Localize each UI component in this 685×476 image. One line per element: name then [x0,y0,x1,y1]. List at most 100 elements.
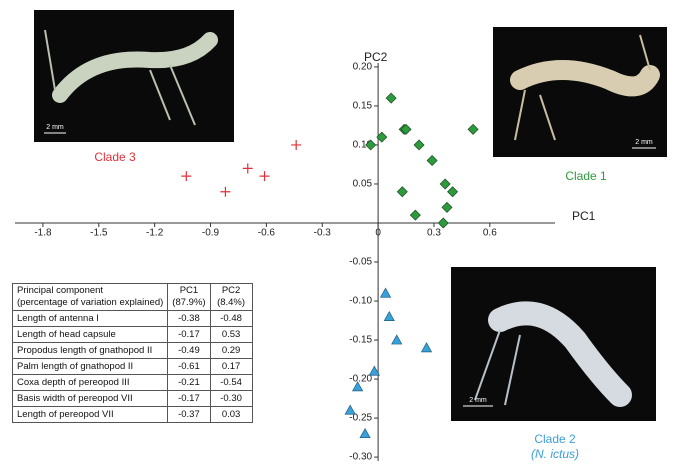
table-cell: -0.49 [167,342,211,359]
point [365,139,377,151]
header-text: Principal component [17,285,104,296]
point [400,123,412,135]
y-tick-label: -0.20 [349,374,372,385]
point [242,163,253,174]
y-axis-label: PC2 [364,50,388,64]
loadings-table: Principal component (percentage of variat… [11,283,253,423]
table-cell: PC2 (8.4%) [209,283,253,311]
table-row: Length of head capsule -0.17 0.53 [11,326,253,343]
specimen [52,32,218,103]
table-cell: Length of antenna I [11,310,169,327]
point [359,427,371,439]
header-text: PC1 [179,285,199,296]
header-text: PC2 [221,285,241,296]
y-tick-label: -0.30 [349,452,372,463]
table-cell: -0.61 [167,358,211,375]
table-row: Palm length of gnathopod II -0.61 0.17 [11,358,253,375]
table-cell: -0.48 [209,310,253,327]
point [379,287,392,298]
x-tick-label: -0.9 [202,228,220,239]
x-tick-label: -0.6 [258,228,276,239]
point [441,201,453,213]
point [181,171,192,182]
point [344,404,356,415]
table-cell: -0.30 [209,390,253,407]
table-cell: Principal component (percentage of variat… [11,283,169,311]
table-cell: Length of pereopod VII [11,406,169,423]
table-cell: 0.17 [209,358,253,375]
x-tick-label: -1.8 [34,228,52,239]
point [368,365,380,376]
table-row: Coxa depth of pereopod III -0.21 -0.54 [11,374,253,391]
table-cell: Length of head capsule [11,326,169,343]
table-cell: Propodus length of gnathopod II [11,342,169,359]
header-text: (8.4%) [217,297,246,308]
specimen-legs [514,34,651,141]
table-row: Basis width of pereopod VII -0.17 -0.30 [11,390,253,407]
point [385,92,397,104]
table-header: Principal component (percentage of variat… [11,283,253,311]
point [437,217,449,229]
point [420,342,433,353]
header-text: (percentage of variation explained) [17,297,164,308]
table-cell: -0.21 [167,374,211,391]
table-cell: 0.29 [209,342,253,359]
y-tick-label: 0.10 [353,140,373,151]
table-cell: Coxa depth of pereopod III [11,374,169,391]
scale-label: 2 mm [469,397,487,404]
y-tick-label: -0.15 [349,335,372,346]
point [409,209,421,221]
point [383,310,395,321]
clade-label: Clade 3 [94,150,136,164]
point [291,139,302,150]
x-tick-label: -1.2 [146,228,164,239]
table-cell: 0.03 [209,406,253,423]
table-row: Length of pereopod VII -0.37 0.03 [11,406,253,423]
table-cell: PC1 (87.9%) [167,283,211,311]
table-row: Length of antenna I -0.38 -0.48 [11,310,253,327]
table-cell: -0.17 [167,390,211,407]
point [426,155,438,167]
y-tick-label: 0.20 [353,62,373,73]
specimen [488,301,632,407]
x-axis-label: PC1 [572,209,596,223]
y-tick-label: -0.05 [349,257,372,268]
scale-label: 2 mm [46,124,64,131]
clade-label: Clade 1 [565,169,607,183]
photo-clade-3 [34,10,234,142]
x-tick-label: 0 [375,228,381,239]
x-tick-label: 0.6 [483,228,497,239]
point [413,139,425,151]
point [391,334,403,345]
point [220,186,231,197]
specimen-legs [44,29,196,126]
point [352,381,364,392]
point [439,178,451,190]
point [376,131,388,143]
y-tick-label: -0.10 [349,296,372,307]
table-cell: -0.37 [167,406,211,423]
point [259,171,270,182]
x-tick-label: -0.3 [314,228,332,239]
x-tick-label: -1.5 [90,228,108,239]
clade-sublabel: (N. ictus) [531,447,579,461]
specimen [510,60,660,97]
scale-label: 2 mm [635,139,653,146]
point [447,186,459,198]
table-cell: Palm length of gnathopod II [11,358,169,375]
y-tick-label: 0.15 [353,101,373,112]
y-tick-label: 0.05 [353,179,373,190]
x-tick-label: 0.3 [427,228,441,239]
specimen-legs [474,329,521,406]
point [467,123,479,135]
table-cell: -0.17 [167,326,211,343]
point [396,186,408,198]
table-row: Propodus length of gnathopod II -0.49 0.29 [11,342,253,359]
clade-label: Clade 2 [534,432,576,446]
header-text: (87.9%) [172,297,206,308]
table-cell: -0.54 [209,374,253,391]
table-cell: -0.38 [167,310,211,327]
table-cell: Basis width of pereopod VII [11,390,169,407]
